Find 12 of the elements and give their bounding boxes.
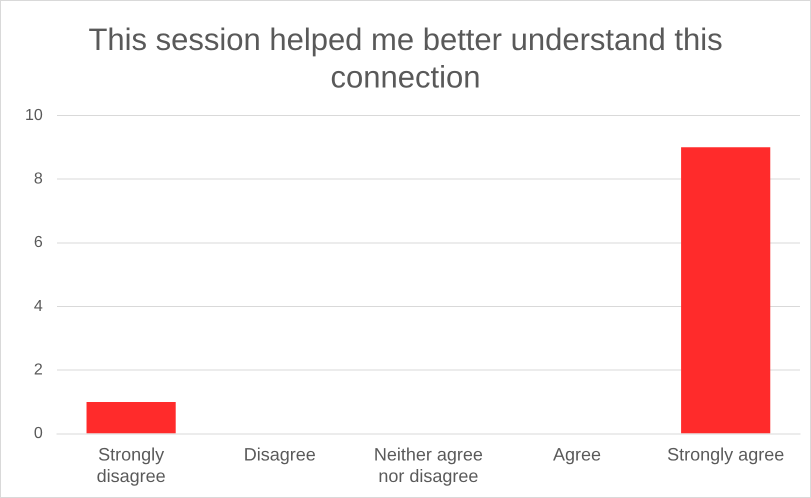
- x-tick-label: Disagree: [244, 444, 316, 465]
- y-tick-label: 8: [34, 170, 43, 188]
- x-tick-label: Strongly disagree: [96, 444, 166, 486]
- y-tick-label: 0: [34, 425, 43, 442]
- y-tick-label: 2: [34, 362, 43, 379]
- x-tick-label: Neither agree nor disagree: [374, 444, 483, 486]
- x-tick-label: Agree: [553, 444, 602, 465]
- y-tick-label: 6: [34, 234, 43, 252]
- chart-title: This session helped me better understand this connection: [88, 22, 723, 94]
- y-tick-label: 10: [25, 106, 43, 124]
- x-tick-label: Strongly agree: [667, 444, 784, 465]
- y-tick-label: 4: [34, 298, 43, 315]
